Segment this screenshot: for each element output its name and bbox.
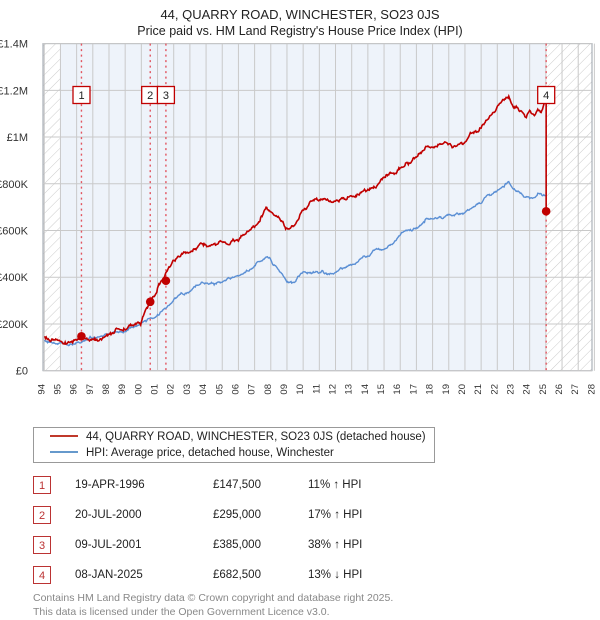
svg-text:£1.4M: £1.4M xyxy=(0,39,28,51)
svg-text:£1M: £1M xyxy=(7,132,28,144)
svg-text:14: 14 xyxy=(360,384,371,395)
svg-text:1: 1 xyxy=(78,90,84,102)
svg-text:06: 06 xyxy=(230,384,241,395)
svg-text:98: 98 xyxy=(101,384,112,395)
svg-text:04: 04 xyxy=(198,384,209,395)
svg-text:07: 07 xyxy=(247,384,258,395)
svg-text:02: 02 xyxy=(166,384,177,395)
svg-text:21: 21 xyxy=(473,384,484,395)
svg-text:26: 26 xyxy=(554,384,565,395)
svg-text:96: 96 xyxy=(69,384,80,395)
svg-text:£800K: £800K xyxy=(0,179,29,191)
svg-text:2: 2 xyxy=(147,90,153,102)
svg-text:£400K: £400K xyxy=(0,272,29,284)
svg-text:11: 11 xyxy=(311,384,322,394)
svg-text:10: 10 xyxy=(295,384,306,395)
svg-text:£600K: £600K xyxy=(0,226,29,238)
svg-text:12: 12 xyxy=(328,384,339,395)
svg-text:3: 3 xyxy=(163,90,169,102)
svg-text:28: 28 xyxy=(586,384,597,395)
svg-text:00: 00 xyxy=(133,384,144,395)
svg-text:24: 24 xyxy=(522,384,533,395)
svg-text:£0: £0 xyxy=(16,366,28,378)
svg-text:97: 97 xyxy=(85,384,96,395)
svg-text:20: 20 xyxy=(457,384,468,395)
svg-text:£200K: £200K xyxy=(0,319,29,331)
svg-text:05: 05 xyxy=(214,384,225,395)
svg-text:17: 17 xyxy=(408,384,419,395)
svg-text:94: 94 xyxy=(36,384,47,395)
svg-text:4: 4 xyxy=(543,90,549,102)
svg-text:£1.2M: £1.2M xyxy=(0,85,28,97)
svg-text:13: 13 xyxy=(344,384,355,395)
svg-text:23: 23 xyxy=(505,384,516,395)
svg-text:01: 01 xyxy=(150,384,161,395)
svg-text:08: 08 xyxy=(263,384,274,395)
svg-text:25: 25 xyxy=(538,384,549,395)
svg-text:95: 95 xyxy=(52,384,63,395)
svg-text:18: 18 xyxy=(425,384,436,395)
svg-text:09: 09 xyxy=(279,384,290,395)
svg-text:16: 16 xyxy=(392,384,403,395)
svg-text:22: 22 xyxy=(489,384,500,395)
svg-text:99: 99 xyxy=(117,384,128,395)
svg-text:03: 03 xyxy=(182,384,193,395)
svg-text:19: 19 xyxy=(441,384,452,395)
svg-text:15: 15 xyxy=(376,384,387,395)
svg-text:27: 27 xyxy=(570,384,581,395)
